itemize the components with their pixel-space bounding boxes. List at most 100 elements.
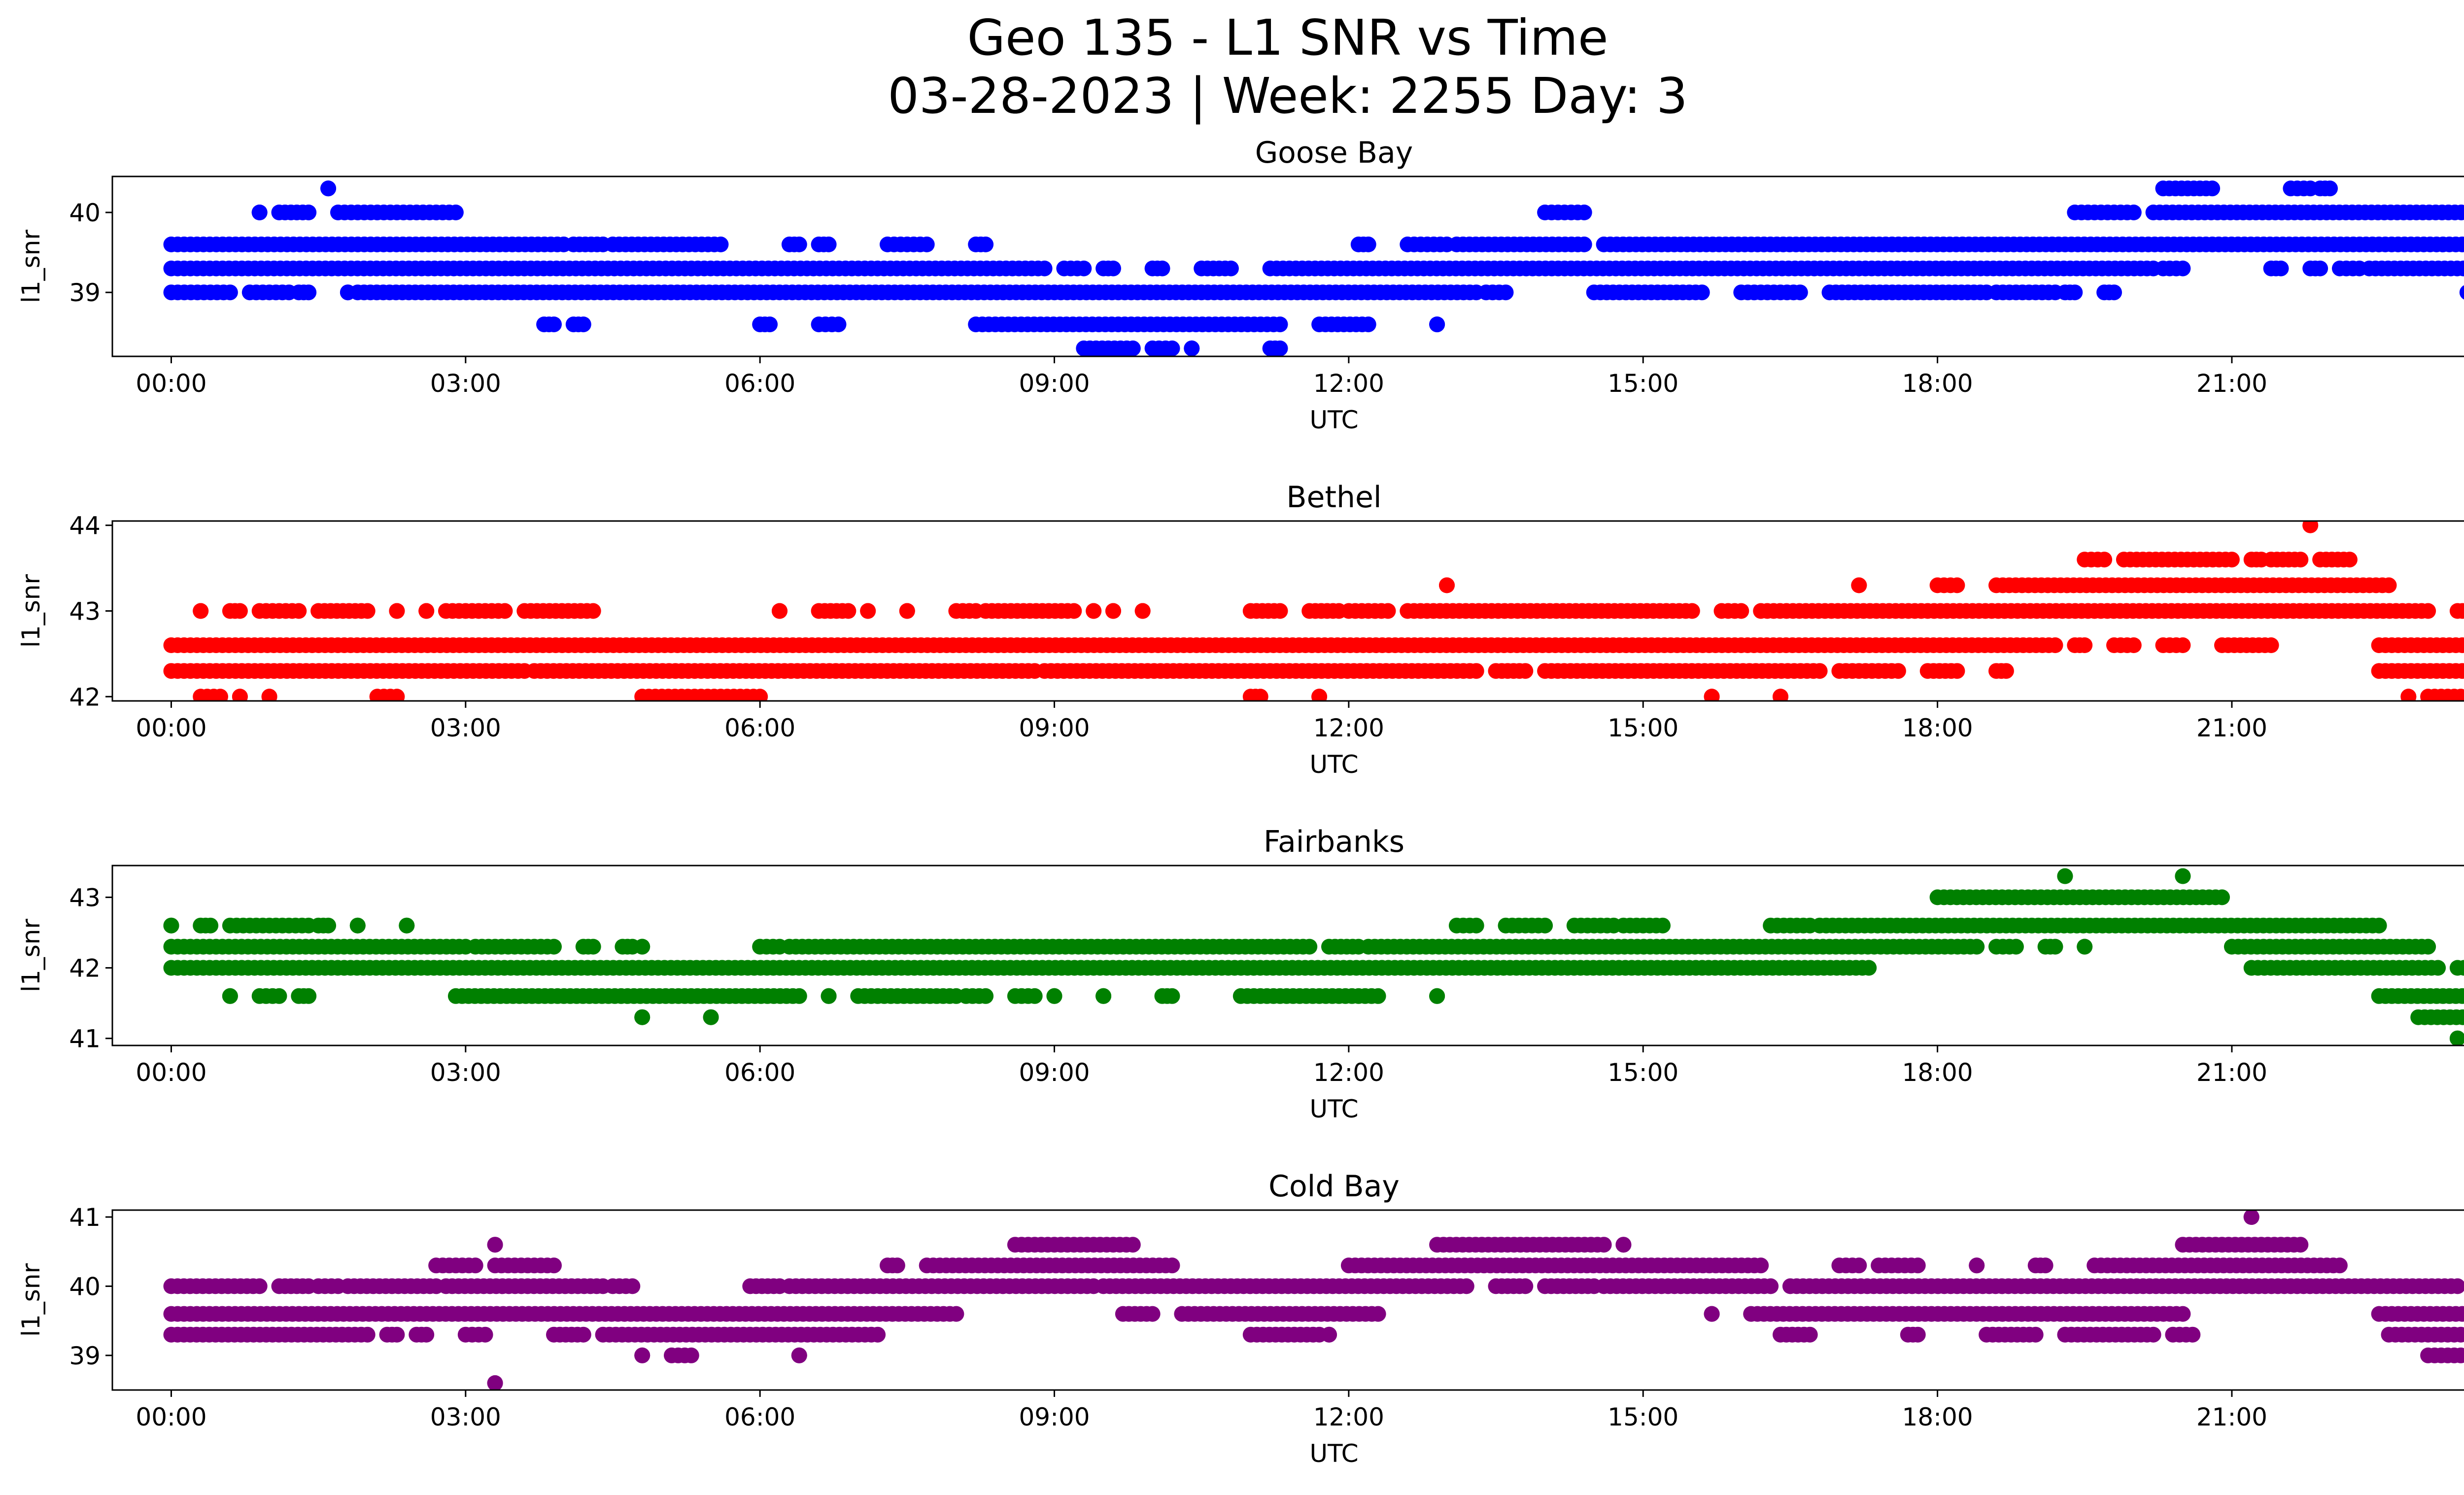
data-point: [467, 1257, 483, 1274]
data-point: [2273, 260, 2289, 277]
data-point: [1086, 603, 1102, 619]
data-point: [1615, 1237, 1632, 1253]
data-point: [1439, 577, 1455, 593]
x-tick-label: 00:00: [136, 1403, 206, 1431]
data-point: [2037, 1257, 2053, 1274]
x-tick-label: 18:00: [1902, 714, 1973, 742]
subplot-title: Bethel: [1286, 480, 1381, 515]
data-point: [919, 236, 935, 252]
y-tick-label: 42: [69, 683, 101, 711]
data-point: [2175, 1306, 2191, 1322]
x-tick-label: 21:00: [2196, 714, 2267, 742]
data-point: [1321, 1326, 1337, 1343]
data-point: [2454, 1306, 2464, 1322]
data-point: [1861, 960, 1877, 976]
data-point: [1655, 917, 1671, 934]
data-point: [487, 1237, 503, 1253]
subplot-cold-bay: Cold Bay 00:00 03:00 06:00 09:00 12:00 15:00 18…: [17, 1169, 2464, 1468]
data-point: [1969, 939, 1985, 955]
data-point: [1036, 260, 1053, 277]
data-point: [1802, 1326, 1818, 1343]
data-point: [1272, 603, 1288, 619]
data-point: [2459, 604, 2464, 618]
scatter-series: [163, 1210, 2464, 1390]
data-point: [389, 603, 405, 619]
data-point: [1076, 260, 1092, 277]
subplot-title: Fairbanks: [1264, 825, 1404, 859]
data-point: [772, 603, 787, 619]
data-point: [1125, 1237, 1141, 1253]
data-point: [2331, 1257, 2348, 1274]
data-point: [1046, 988, 1062, 1004]
data-point: [2077, 637, 2093, 653]
data-point: [1144, 1306, 1161, 1322]
data-point: [212, 689, 228, 701]
data-point: [575, 1326, 591, 1343]
figure-title: Geo 135 - L1 SNR vs Time 03-28-2023 | We…: [0, 9, 2464, 125]
data-point: [1704, 689, 1720, 701]
data-point: [1429, 988, 1445, 1004]
data-point: [1468, 917, 1484, 934]
data-point: [291, 603, 307, 619]
data-point: [1458, 1278, 1474, 1294]
data-point: [2461, 639, 2464, 652]
y-tick-label: 43: [69, 883, 101, 912]
x-tick-label: 00:00: [136, 369, 206, 398]
data-point: [399, 917, 415, 934]
x-tick-label: 03:00: [430, 1058, 501, 1087]
x-tick-label: 12:00: [1313, 1403, 1384, 1431]
data-point: [1370, 1306, 1386, 1322]
x-tick-label: 09:00: [1019, 1403, 1090, 1431]
data-point: [1164, 1257, 1180, 1274]
data-point: [2125, 637, 2142, 653]
data-point: [1910, 1257, 1926, 1274]
data-point: [232, 689, 248, 701]
data-point: [418, 1326, 435, 1343]
data-point: [1998, 663, 2014, 679]
data-point: [320, 180, 337, 197]
data-point: [261, 689, 277, 701]
data-point: [821, 988, 837, 1004]
data-point: [1773, 689, 1788, 701]
data-point: [1851, 1257, 1867, 1274]
data-point: [193, 603, 209, 619]
data-point: [2047, 637, 2063, 653]
figure-title-line1: Geo 135 - L1 SNR vs Time: [967, 9, 1608, 67]
data-point: [222, 988, 238, 1004]
data-point: [2463, 963, 2464, 973]
data-point: [1164, 988, 1180, 1004]
data-point: [634, 939, 650, 955]
data-point: [585, 939, 601, 955]
data-point: [2456, 960, 2464, 976]
data-point: [2430, 960, 2446, 976]
x-tick-label: 00:00: [136, 1058, 206, 1087]
data-point: [899, 603, 915, 619]
x-tick-label: 15:00: [1608, 714, 1678, 742]
data-point: [585, 603, 601, 619]
x-tick-label: 21:00: [2196, 1403, 2267, 1431]
data-point: [2175, 260, 2191, 277]
y-tick-label: 40: [69, 199, 101, 227]
data-point: [2449, 1030, 2464, 1045]
scatter-series: [163, 521, 2464, 701]
data-point: [1498, 284, 1514, 301]
data-point: [624, 1278, 641, 1294]
data-point: [1027, 988, 1043, 1004]
axes-frame: [111, 865, 2464, 1046]
data-point: [2454, 236, 2464, 252]
x-axis-label: UTC: [1309, 750, 1358, 779]
data-point: [2096, 552, 2113, 568]
data-point: [546, 316, 562, 333]
data-point: [497, 603, 513, 619]
data-point: [1184, 340, 1200, 356]
data-point: [1576, 236, 1592, 252]
x-tick-label: 15:00: [1608, 1403, 1678, 1431]
data-point: [1311, 689, 1328, 701]
data-point: [1890, 663, 1906, 679]
data-point: [2293, 552, 2309, 568]
data-point: [2185, 1326, 2201, 1343]
data-point: [1252, 689, 1268, 701]
scatter-series: [163, 180, 2464, 356]
data-point: [2077, 939, 2093, 955]
